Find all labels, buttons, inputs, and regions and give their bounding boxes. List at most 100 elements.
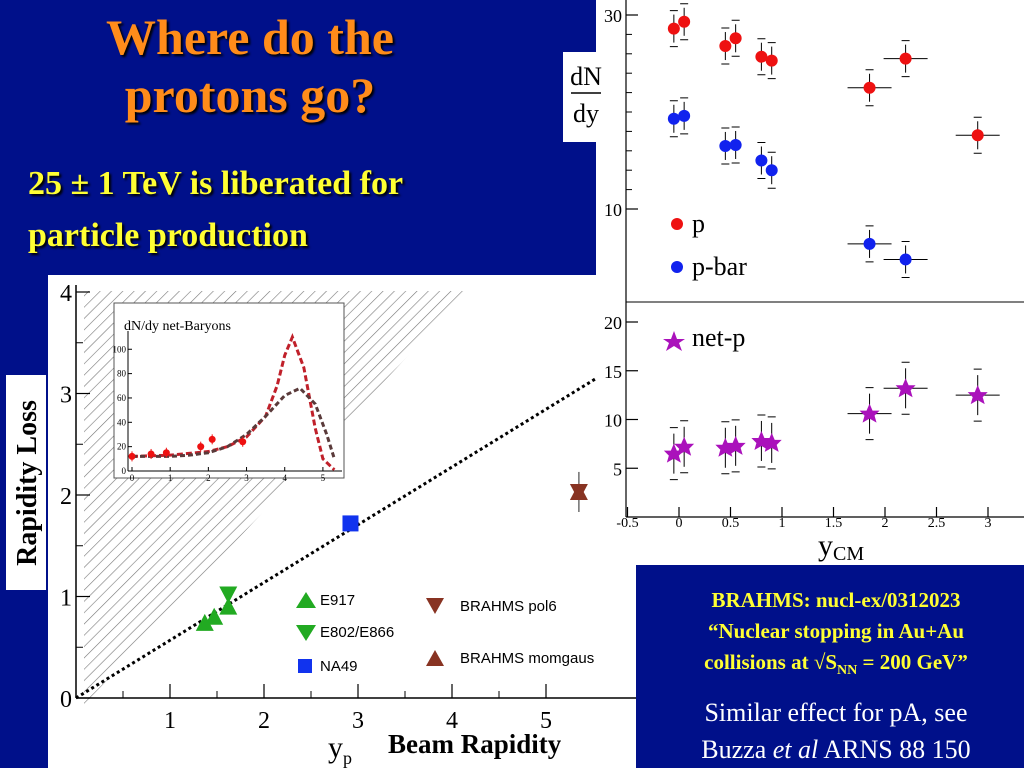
inset-y-tick-label: 100 [113, 344, 127, 354]
data-point-p [667, 22, 680, 35]
net-p-x-tick-label: 1 [779, 516, 786, 531]
p-pbar-sys-bracket [757, 38, 766, 76]
p-pbar-sys-bracket [680, 3, 689, 41]
inset-x-tick-label: 0 [130, 473, 135, 483]
inset-y-tick-label: 0 [122, 466, 127, 476]
data-point-p [863, 81, 876, 94]
data-point-net-p [761, 432, 782, 452]
data-point-net-p [859, 403, 880, 423]
data-point-brahms-momgaus [569, 482, 588, 500]
net-p-sys-bracket [901, 361, 910, 415]
net-p-sys-bracket [767, 416, 776, 470]
similar-effect-note: Similar effect for pA, see Buzza et al A… [648, 694, 1024, 768]
y-tick-label: 4 [60, 281, 72, 307]
net-p-ticks: 5 10 15 20 -0.5 0 0.5 1 1.5 2 2.5 3 [604, 313, 992, 531]
legend-brahms-pol6-marker [426, 598, 444, 614]
data-point-pbar [755, 154, 768, 167]
data-point-pbar [719, 139, 732, 152]
legend-pbar-marker [671, 261, 683, 273]
legend-e802-label: E802/E866 [320, 624, 394, 641]
net-p-x-tick-label: 2 [882, 516, 889, 531]
p-pbar-sys-bracket [901, 40, 910, 78]
data-point-pbar [667, 112, 680, 125]
data-point-p [678, 15, 691, 28]
data-point-e802-e866 [219, 586, 238, 604]
net-p-x-tick-label: 0 [676, 516, 683, 531]
p-pbar-sys-bracket [669, 10, 678, 48]
reference-line-1: BRAHMS: nucl-ex/0312023 [711, 588, 961, 612]
slide-subtitle: 25 ± 1 TeV is liberated for particle pro… [28, 165, 404, 254]
legend-e917-label: E917 [320, 592, 355, 609]
net-p-y-tick-label: 20 [604, 313, 622, 333]
data-point-net-p [895, 378, 916, 398]
p-pbar-ticks: 10 30 [604, 6, 638, 220]
main-legend: E917 E802/E866 NA49 BRAHMS pol6 BRAHMS m… [296, 592, 594, 675]
inset-y-tick-label: 80 [117, 369, 127, 379]
legend-brahms-momgaus-marker [426, 650, 444, 666]
data-point-pbar [729, 138, 742, 151]
p-pbar-sys-bracket [973, 116, 982, 154]
x-tick-label: 2 [258, 708, 270, 734]
inset-y-tick-label: 20 [117, 442, 127, 452]
net-p-x-tick-label: 3 [985, 516, 992, 531]
data-point-net-p [674, 436, 695, 456]
inset-axes: 0 1 2 3 4 5 0 20 40 60 80 100 [113, 331, 342, 483]
legend-p-marker [671, 218, 683, 230]
x-tick-label: 1 [164, 708, 176, 734]
data-point-e917 [205, 607, 224, 625]
inset-x-tick-label: 2 [206, 473, 211, 483]
p-pbar-sys-bracket [731, 126, 740, 164]
x-tick-label: 3 [352, 708, 364, 734]
net-p-chart: 5 10 15 20 -0.5 0 0.5 1 1.5 2 2.5 3 net-p yCM [596, 305, 1024, 565]
net-p-sys-bracket [865, 387, 874, 441]
y-tick-label: 0 [60, 687, 72, 713]
legend-e802-marker [296, 625, 316, 641]
inset-data-point [162, 449, 170, 457]
legend-pbar-label: p-bar [692, 252, 747, 281]
inset-x-tick-label: 5 [321, 473, 326, 483]
slide-title: Where do the protons go? [106, 9, 394, 123]
inset-data-point [197, 443, 205, 451]
p-pbar-y-tick-label: 30 [604, 6, 622, 26]
legend-brahms-momgaus-label: BRAHMS momgaus [460, 650, 594, 667]
y-tick-label: 1 [60, 586, 72, 612]
beam-rapidity-label: Beam Rapidity [388, 729, 562, 759]
x-tick-label: 5 [540, 708, 552, 734]
net-p-sys-bracket [680, 420, 689, 474]
dndy-denominator: dy [573, 99, 599, 128]
data-point-pbar [899, 253, 912, 266]
inset-data-point [239, 438, 247, 446]
rapidity-loss-label: Rapidity Loss [12, 400, 43, 566]
dndy-numerator: dN [570, 62, 602, 91]
inset-data-point [147, 450, 155, 458]
main-data-points [195, 471, 588, 631]
net-p-x-tick-label: 0.5 [722, 516, 740, 531]
p-pbar-sys-bracket [669, 100, 678, 138]
rapidity-loss-label-box: Rapidity Loss [6, 375, 46, 590]
net-p-points [663, 361, 1000, 481]
p-pbar-sys-bracket [721, 27, 730, 65]
p-pbar-chart: 10 30 p p-bar [596, 0, 1024, 305]
rapidity-loss-label-text: Rapidity Loss [12, 400, 43, 566]
main-ticks: 1 2 3 4 5 0 1 2 3 4 [60, 281, 552, 734]
data-point-net-p [663, 443, 684, 463]
dndy-label: dN dy [570, 62, 602, 128]
net-p-sys-bracket [731, 419, 740, 473]
inset-y-tick-label: 60 [117, 393, 127, 403]
inset-y-tick-label: 40 [117, 417, 127, 427]
legend-netp-label: net-p [692, 323, 745, 352]
data-point-net-p [751, 430, 772, 450]
p-pbar-sys-bracket [767, 42, 776, 80]
net-p-x-tick-label: 1.5 [825, 516, 843, 531]
data-point-e917 [195, 613, 214, 631]
net-p-y-tick-label: 15 [604, 362, 622, 382]
p-pbar-points [667, 3, 1000, 278]
legend-e917-marker [296, 592, 316, 608]
legend-p-label: p [692, 209, 705, 238]
data-point-net-p [725, 435, 746, 455]
legend-netp-marker [663, 331, 685, 351]
inset-frame [113, 302, 345, 479]
inset-curves [131, 333, 336, 471]
reference-block: BRAHMS: nucl-ex/0312023 “Nuclear stoppin… [648, 585, 1024, 686]
p-pbar-sys-bracket [865, 225, 874, 263]
